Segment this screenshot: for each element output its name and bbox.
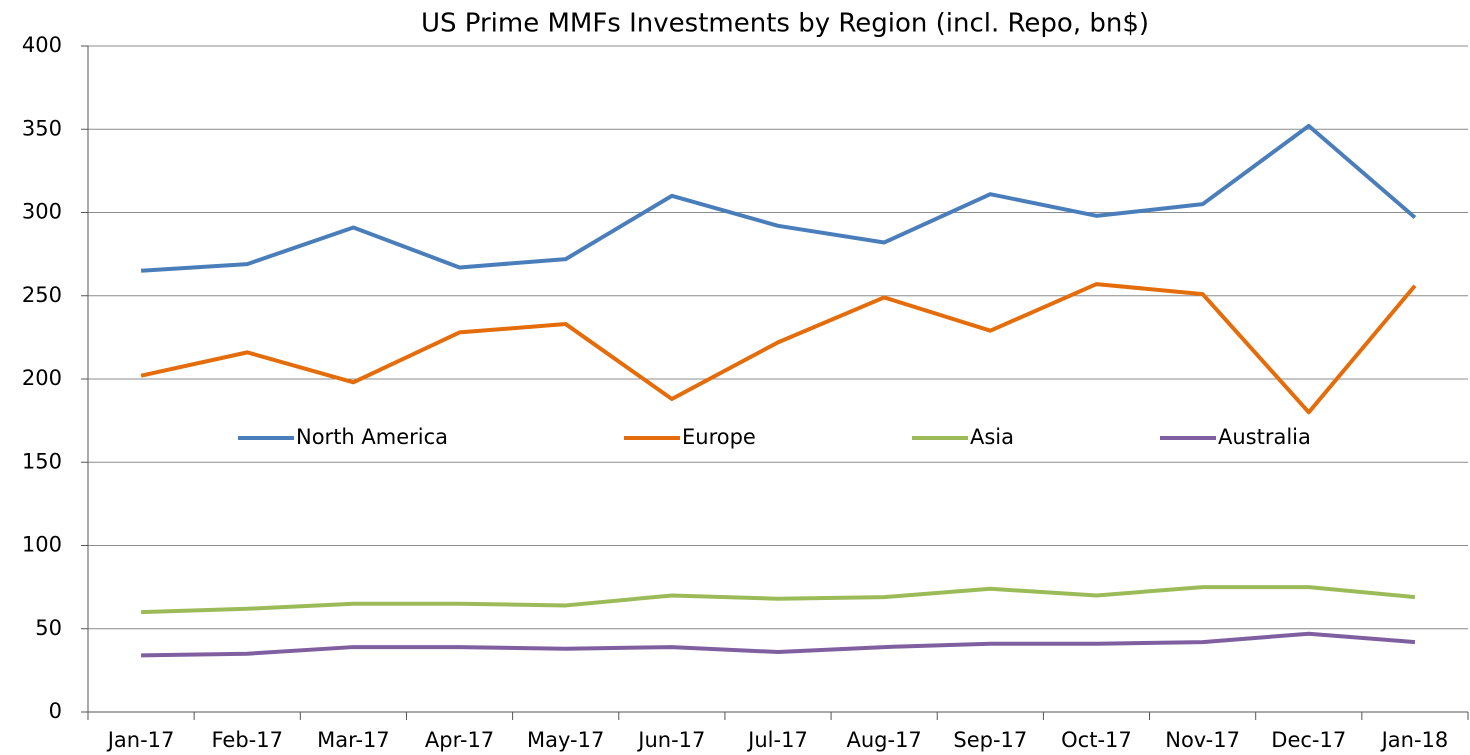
x-tick-label: Jan-18 <box>1380 728 1449 752</box>
y-tick-label: 50 <box>35 616 62 640</box>
series-line <box>141 585 1416 615</box>
x-tick-label: Nov-17 <box>1165 728 1240 752</box>
y-tick-label: 150 <box>22 449 62 473</box>
legend-label: Europe <box>682 425 756 449</box>
x-tick-label: Oct-17 <box>1061 728 1132 752</box>
y-tick-label: 200 <box>22 366 62 390</box>
y-tick-label: 300 <box>22 200 62 224</box>
legend-label: North America <box>296 425 448 449</box>
chart-title: US Prime MMFs Investments by Region (inc… <box>421 9 1149 39</box>
x-tick-label: Mar-17 <box>317 728 390 752</box>
series-line <box>140 123 1417 273</box>
x-tick-label: Jan-17 <box>106 728 175 752</box>
x-tick-label: Aug-17 <box>846 728 921 752</box>
x-tick-label: Apr-17 <box>425 728 494 752</box>
x-tick-label: Dec-17 <box>1271 728 1346 752</box>
x-tick-label: Feb-17 <box>211 728 282 752</box>
y-tick-label: 400 <box>22 33 62 57</box>
legend-label: Asia <box>970 425 1014 449</box>
y-tick-label: 350 <box>22 116 62 140</box>
series-line <box>141 631 1416 658</box>
series-line <box>140 282 1417 415</box>
legend-label: Australia <box>1218 425 1311 449</box>
x-tick-label: Sep-17 <box>953 728 1027 752</box>
y-tick-label: 250 <box>22 283 62 307</box>
x-tick-label: Jun-17 <box>636 728 705 752</box>
x-tick-label: May-17 <box>527 728 604 752</box>
x-tick-label: Jul-17 <box>746 728 808 752</box>
y-tick-label: 0 <box>49 699 62 723</box>
y-tick-label: 100 <box>22 533 62 557</box>
